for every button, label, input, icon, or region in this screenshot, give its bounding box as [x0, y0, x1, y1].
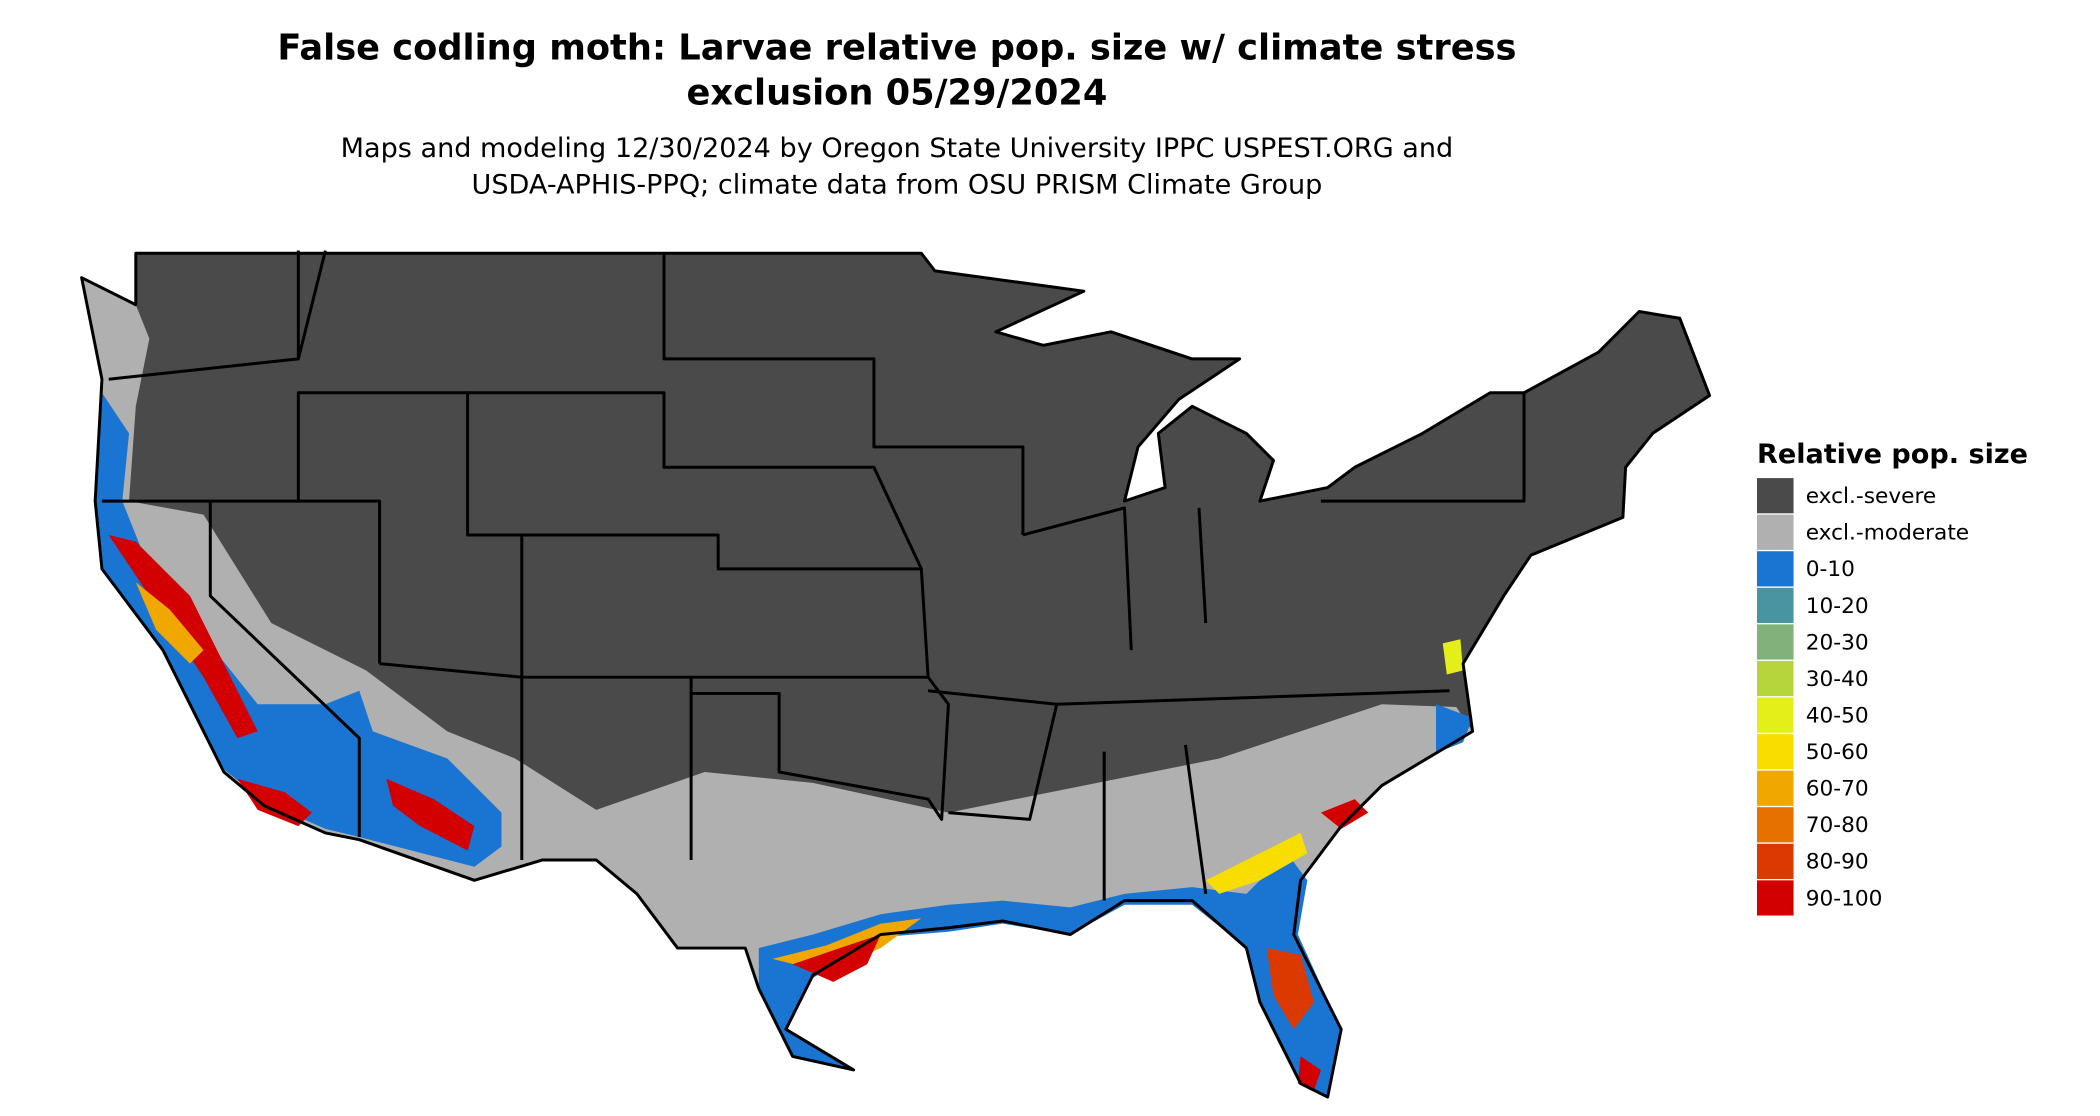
legend-swatch — [1756, 697, 1794, 733]
legend-swatch — [1756, 587, 1794, 624]
legend-swatch — [1756, 478, 1794, 514]
region-severe — [81, 253, 1710, 1098]
legend-label: 70-80 — [1806, 813, 1869, 838]
legend-label: 0-10 — [1806, 557, 1855, 582]
legend-label: excl.-severe — [1806, 484, 1937, 509]
legend-swatch — [1756, 660, 1794, 697]
legend-title: Relative pop. size — [1757, 439, 2028, 470]
legend-swatch — [1756, 734, 1794, 770]
legend-swatch — [1756, 551, 1794, 587]
legend-swatch — [1756, 514, 1794, 550]
region-90-100 — [386, 778, 475, 851]
state-border — [296, 391, 524, 861]
legend-label: 80-90 — [1806, 850, 1869, 875]
state-border — [521, 533, 922, 571]
legend-swatch — [1756, 880, 1794, 916]
legend-label: excl.-moderate — [1806, 521, 1969, 546]
state-border — [662, 253, 1025, 535]
state-border — [1056, 689, 1450, 706]
region-0-10 — [95, 392, 502, 867]
legend-label: 40-50 — [1806, 703, 1869, 728]
region-60-70 — [135, 582, 204, 664]
legend-swatch — [1756, 843, 1794, 879]
legend-label: 60-70 — [1806, 777, 1869, 802]
legend-label: 20-30 — [1806, 630, 1869, 655]
state-border — [1022, 506, 1133, 651]
subtitle-line: Maps and modeling 12/30/2024 by Oregon S… — [341, 133, 1454, 164]
state-border — [1197, 507, 1208, 624]
state-border — [208, 501, 361, 837]
legend-label: 50-60 — [1806, 740, 1869, 765]
legend-label: 30-40 — [1806, 667, 1869, 692]
region-40-50 — [1442, 639, 1464, 675]
legend: Relative pop. size excl.-severe excl.-mod… — [1756, 439, 2028, 916]
region-50-60 — [1205, 832, 1308, 894]
state-border — [1183, 744, 1208, 895]
country-outline — [80, 251, 1712, 1099]
region-80-90 — [1266, 948, 1315, 1030]
state-border — [927, 689, 1059, 821]
state-border — [379, 662, 693, 861]
title-line: exclusion 05/29/2024 — [687, 72, 1108, 113]
state-border — [1320, 392, 1526, 503]
region-90-100 — [1320, 799, 1369, 829]
state-border — [101, 499, 382, 664]
legend-swatch — [1756, 770, 1794, 806]
region-90-100 — [1297, 1056, 1321, 1091]
state-border — [296, 250, 327, 360]
region-0-10 — [1435, 704, 1473, 754]
legend-swatch — [1756, 624, 1794, 660]
legend-swatch — [1756, 807, 1794, 843]
us-map — [80, 250, 1712, 1099]
state-border — [691, 676, 950, 821]
legend-label: 10-20 — [1806, 594, 1869, 619]
region-0-10 — [758, 853, 1342, 1098]
title-line: False codling moth: Larvae relative pop.… — [277, 28, 1516, 69]
legend-label: 90-100 — [1806, 886, 1883, 911]
subtitle-line: USDA-APHIS-PPQ; climate data from OSU PR… — [472, 170, 1323, 201]
region-90-100 — [237, 778, 312, 827]
